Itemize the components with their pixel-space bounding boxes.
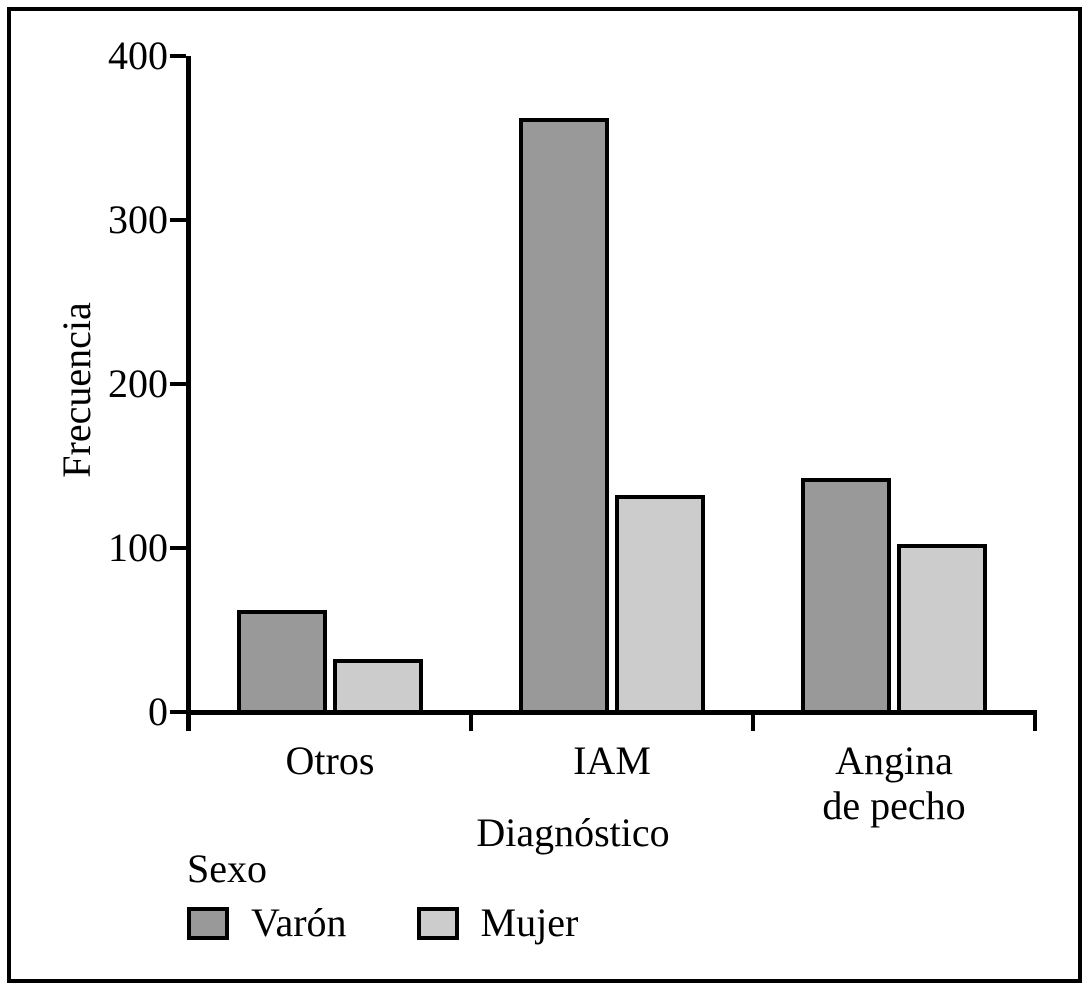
bar-mujer-iam [615,495,705,714]
figure-frame [7,7,1082,983]
x-category-label-iam: IAM [573,738,651,783]
y-tick-label: 0 [148,689,168,734]
bar-varon-iam [519,118,609,714]
x-axis-label: Diagnóstico [476,810,670,855]
bar-varon-otros [237,610,327,714]
y-axis-line [186,56,191,731]
legend-label-mujer: Mujer [480,900,579,945]
x-tick [1033,710,1037,731]
y-tick-label: 300 [108,197,168,242]
legend-item-mujer: Mujer [416,900,579,945]
bar-varon-angina-de-pecho [801,478,891,714]
y-tick [170,546,186,550]
x-category-label-otros: Otros [285,738,375,783]
legend-swatch-mujer [416,906,459,940]
y-tick-label: 100 [108,525,168,570]
x-axis-line [186,710,1037,715]
y-tick [170,382,186,386]
y-tick-label: 200 [108,361,168,406]
x-tick [751,710,755,731]
legend-item-varon: Varón [187,902,347,944]
legend: Varón Mujer [187,902,578,944]
x-tick [187,710,191,731]
x-tick [469,710,473,731]
x-category-label-angina-de-pecho: Angina de pecho [822,738,966,828]
legend-title: Sexo [187,846,267,891]
y-tick-label: 400 [108,33,168,78]
bar-mujer-otros [333,659,423,714]
legend-swatch-varon [187,906,229,940]
y-tick [170,54,186,58]
legend-label-varon: Varón [251,900,347,945]
y-tick [170,710,186,714]
bar-mujer-angina-de-pecho [897,544,987,714]
y-tick [170,218,186,222]
